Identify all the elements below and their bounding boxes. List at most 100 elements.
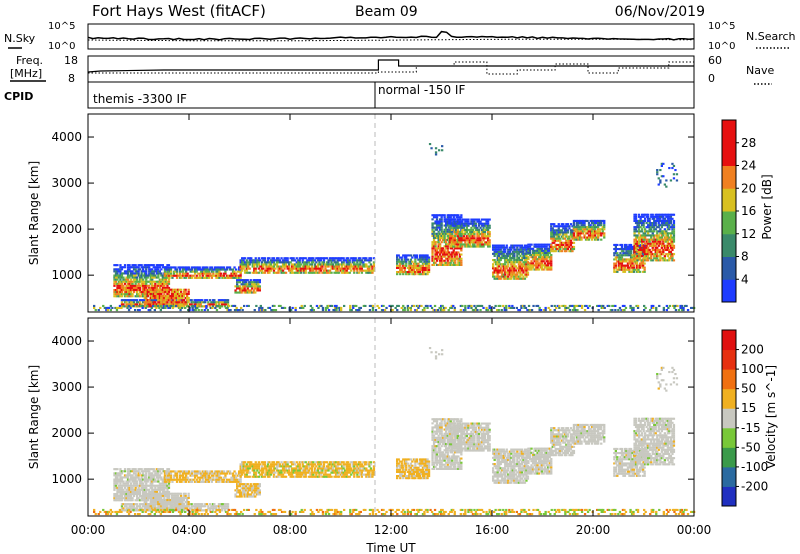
power-cell <box>239 291 242 294</box>
power-cell <box>562 304 565 307</box>
power-cell <box>657 238 660 241</box>
power-cell <box>417 258 420 261</box>
power-cell <box>246 283 249 286</box>
power-cell <box>445 251 448 254</box>
power-cell <box>665 246 668 249</box>
power-cell <box>566 223 569 226</box>
power-cell <box>554 237 557 240</box>
power-cell <box>632 270 636 273</box>
power-cell <box>534 243 538 246</box>
power-cell <box>437 309 440 312</box>
power-cell <box>650 224 653 227</box>
power-cell <box>181 266 185 269</box>
power-cell <box>577 219 580 222</box>
power-cell <box>298 265 301 268</box>
power-cell <box>431 226 434 229</box>
velocity-cell <box>136 476 139 479</box>
power-cell <box>291 306 294 309</box>
power-cell <box>487 226 490 229</box>
velocity-cell <box>139 493 142 496</box>
power-cell <box>440 263 443 266</box>
power-cell <box>176 301 180 304</box>
power-cell <box>169 268 173 271</box>
power-cell <box>528 254 532 257</box>
power-cell <box>291 263 294 266</box>
power-cell <box>162 306 165 309</box>
power-cell <box>417 266 420 269</box>
power-cell <box>548 260 551 263</box>
power-cell <box>476 241 479 244</box>
power-cell <box>671 242 674 245</box>
power-cell <box>280 267 283 270</box>
power-cell <box>453 220 456 223</box>
power-cell <box>322 271 326 274</box>
power-cell <box>520 265 524 268</box>
power-cell <box>257 289 260 292</box>
power-cell <box>550 258 553 261</box>
power-cell <box>589 219 592 222</box>
power-cell <box>668 217 671 220</box>
power-cell <box>488 233 491 236</box>
power-cell <box>473 241 476 244</box>
power-cell <box>492 244 495 247</box>
power-cell <box>437 263 440 266</box>
power-cell <box>148 299 151 302</box>
power-cell <box>119 264 122 267</box>
power-cell <box>319 265 323 268</box>
power-cell <box>298 261 301 264</box>
power-cell <box>668 257 671 260</box>
power-cell <box>650 230 653 233</box>
power-cell <box>637 253 641 256</box>
power-cell <box>327 304 331 307</box>
power-cell <box>418 271 422 274</box>
power-cell <box>185 274 188 277</box>
power-cell <box>623 270 627 273</box>
power-cell <box>502 269 505 272</box>
power-cell <box>571 237 574 240</box>
power-cell <box>411 264 414 267</box>
power-cell <box>542 249 545 252</box>
power-cell <box>238 276 241 279</box>
power-cell <box>669 246 673 249</box>
power-cell <box>455 251 458 254</box>
power-cell <box>405 256 408 259</box>
power-cell <box>505 254 508 257</box>
power-cell <box>297 259 300 262</box>
power-cell <box>613 258 616 261</box>
power-cell <box>650 253 653 256</box>
power-cell <box>437 255 440 258</box>
power-cell <box>553 225 556 228</box>
power-cell <box>449 237 452 240</box>
power-cell <box>414 271 417 274</box>
power-cell <box>531 264 535 267</box>
power-cell <box>517 271 521 274</box>
power-cell <box>129 299 133 302</box>
velocity-cell <box>140 482 143 485</box>
velocity-cell <box>120 478 124 481</box>
velocity-cell <box>139 490 142 493</box>
power-cell <box>216 276 220 279</box>
power-cell <box>300 267 303 270</box>
power-cell <box>578 234 582 237</box>
power-cell <box>163 297 166 300</box>
power-cell <box>202 305 205 308</box>
power-cell <box>172 297 175 300</box>
power-cell <box>235 306 238 309</box>
power-cell <box>372 257 376 260</box>
power-cell <box>128 291 131 294</box>
power-cell <box>525 271 528 274</box>
power-cell <box>452 257 455 260</box>
velocity-cell <box>128 499 131 502</box>
power-cell <box>145 293 148 296</box>
power-cell <box>526 271 530 274</box>
power-cell <box>559 250 562 253</box>
power-cell <box>239 259 242 262</box>
power-cell <box>464 233 467 236</box>
velocity-cell <box>129 484 133 487</box>
power-cell <box>239 274 242 277</box>
power-cell <box>311 306 314 309</box>
power-cell <box>505 277 508 280</box>
power-cell <box>642 219 645 222</box>
power-cell <box>228 266 232 269</box>
power-cell <box>353 263 356 266</box>
